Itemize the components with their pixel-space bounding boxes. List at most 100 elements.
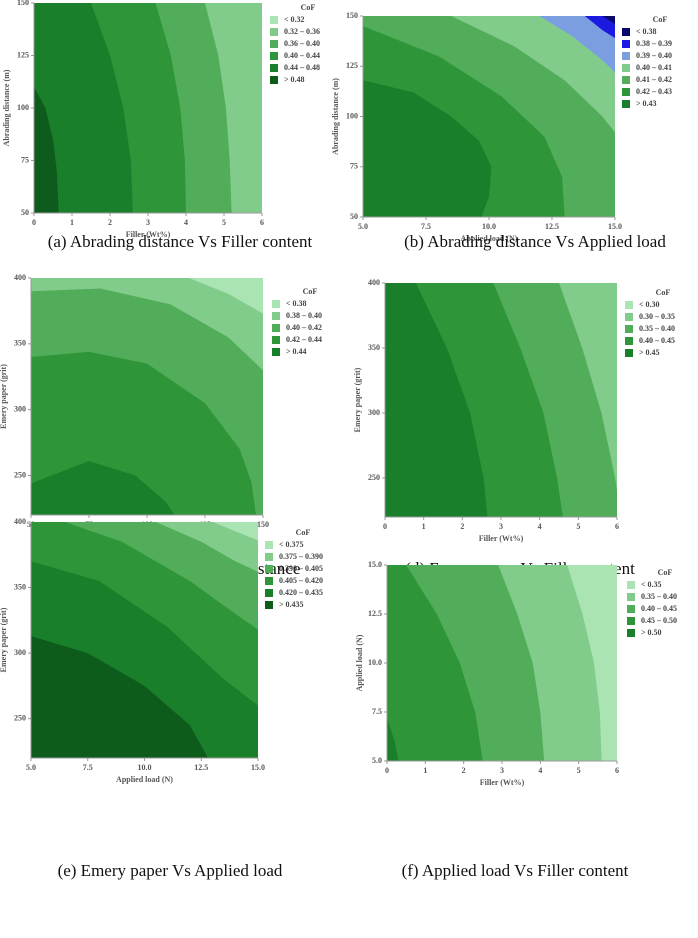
legend-title: CoF	[656, 288, 671, 297]
legend-label: 0.390 – 0.405	[279, 564, 323, 573]
legend: CoF < 0.375 0.375 – 0.390 0.390 – 0.405 0.40…	[265, 528, 323, 609]
y-tick-label: 125	[346, 61, 358, 70]
legend-swatch	[627, 593, 635, 601]
legend-swatch	[270, 76, 278, 84]
legend-swatch	[265, 553, 273, 561]
contour-band	[31, 278, 263, 371]
legend-swatch	[272, 324, 280, 332]
x-tick-label: 0	[32, 218, 36, 227]
x-tick-label: 1	[70, 218, 74, 227]
legend-swatch	[625, 337, 633, 345]
x-axis-label: Filler (Wt%)	[480, 778, 525, 787]
x-tick-label: 5	[577, 766, 581, 775]
x-axis-label: Filler (Wt%)	[126, 230, 171, 239]
legend-label: 0.44 – 0.48	[284, 63, 320, 72]
legend-swatch	[265, 541, 273, 549]
legend-swatch	[272, 300, 280, 308]
y-axis-label: Abrading distance (m)	[2, 69, 11, 146]
y-tick-label: 125	[17, 50, 29, 59]
legend-label: 0.375 – 0.390	[279, 552, 323, 561]
y-tick-label: 75	[21, 155, 29, 164]
x-tick-label: 150	[257, 520, 269, 529]
legend: CoF < 0.30 0.30 – 0.35 0.35 – 0.40 0.40 – 0.…	[625, 288, 675, 357]
x-tick-label: 1	[422, 522, 426, 531]
legend-label: < 0.30	[639, 300, 660, 309]
x-tick-label: 1	[423, 766, 427, 775]
legend-swatch	[272, 348, 280, 356]
legend-label: 0.38 – 0.40	[286, 311, 322, 320]
legend-swatch	[265, 565, 273, 573]
y-tick-label: 400	[368, 278, 380, 287]
y-tick-label: 12.5	[368, 609, 382, 618]
x-tick-label: 5.0	[358, 222, 368, 231]
legend-swatch	[625, 313, 633, 321]
legend-swatch	[622, 88, 630, 96]
x-tick-label: 6	[615, 522, 619, 531]
legend-swatch	[270, 28, 278, 36]
x-tick-label: 7.5	[421, 222, 431, 231]
x-axis-label: Applied load (N)	[116, 775, 173, 784]
legend-swatch	[627, 629, 635, 637]
legend-label: > 0.43	[636, 99, 657, 108]
legend-swatch	[270, 40, 278, 48]
x-tick-label: 2	[462, 766, 466, 775]
y-axis-label: Emery paper (grit)	[353, 367, 362, 432]
legend-swatch	[265, 601, 273, 609]
y-tick-label: 100	[346, 111, 358, 120]
x-tick-label: 5	[222, 218, 226, 227]
y-tick-label: 300	[14, 404, 26, 413]
x-tick-label: 0	[385, 766, 389, 775]
caption: (b) Abrading distance Vs Applied load	[404, 232, 666, 251]
plot-area	[387, 565, 617, 761]
legend-swatch	[625, 349, 633, 357]
legend-swatch	[627, 581, 635, 589]
legend-label: 0.40 – 0.45	[641, 604, 677, 613]
legend-swatch	[272, 336, 280, 344]
y-tick-label: 350	[368, 343, 380, 352]
panel: 0 1 2 3 4 5 6 250 300 350 400 Filler (Wt%) Emery pap…	[353, 278, 675, 578]
y-tick-label: 350	[14, 582, 26, 591]
x-tick-label: 5	[576, 522, 580, 531]
y-axis-label: Emery paper (grit)	[0, 607, 8, 672]
y-tick-label: 250	[368, 473, 380, 482]
x-tick-label: 4	[538, 522, 542, 531]
x-tick-label: 2	[108, 218, 112, 227]
y-tick-label: 7.5	[372, 707, 382, 716]
legend-title: CoF	[296, 528, 311, 537]
legend: CoF < 0.35 0.35 – 0.40 0.40 – 0.45 0.45 – 0.…	[627, 568, 677, 637]
legend-label: 0.35 – 0.40	[641, 592, 677, 601]
panel: 0 1 2 3 4 5 6 50 75 100 125 150 Filler (Wt%) Abrading…	[2, 0, 320, 251]
plot-area	[31, 278, 263, 515]
panel: 5.0 7.5 10.0 12.5 15.0 250 300 350 400 Applied lo…	[0, 517, 323, 880]
x-tick-label: 3	[499, 522, 503, 531]
contour-band	[212, 522, 258, 541]
legend-title: CoF	[653, 15, 668, 24]
x-tick-label: 15.0	[608, 222, 622, 231]
caption: (f) Applied load Vs Filler content	[402, 861, 629, 880]
x-tick-label: 7.5	[83, 763, 93, 772]
legend-swatch	[622, 76, 630, 84]
legend-swatch	[272, 312, 280, 320]
legend-label: 0.32 – 0.36	[284, 27, 320, 36]
plot-area	[385, 283, 617, 517]
y-tick-label: 100	[17, 103, 29, 112]
contour-band	[65, 522, 258, 630]
legend-label: > 0.48	[284, 75, 305, 84]
legend-label: 0.420 – 0.435	[279, 588, 323, 597]
y-tick-label: 300	[14, 648, 26, 657]
legend-label: 0.405 – 0.420	[279, 576, 323, 585]
legend-label: 0.42 – 0.43	[636, 87, 672, 96]
caption: (a) Abrading distance Vs Filler content	[48, 232, 313, 251]
legend-swatch	[270, 52, 278, 60]
legend-label: 0.40 – 0.45	[639, 336, 675, 345]
legend-label: > 0.44	[286, 347, 307, 356]
legend-swatch	[265, 589, 273, 597]
plot-area	[31, 522, 258, 758]
y-tick-label: 300	[368, 408, 380, 417]
caption: (e) Emery paper Vs Applied load	[58, 861, 283, 880]
legend-label: 0.36 – 0.40	[284, 39, 320, 48]
contour-band	[188, 278, 263, 314]
x-tick-label: 12.5	[545, 222, 559, 231]
legend-swatch	[627, 617, 635, 625]
legend-label: > 0.50	[641, 628, 662, 637]
